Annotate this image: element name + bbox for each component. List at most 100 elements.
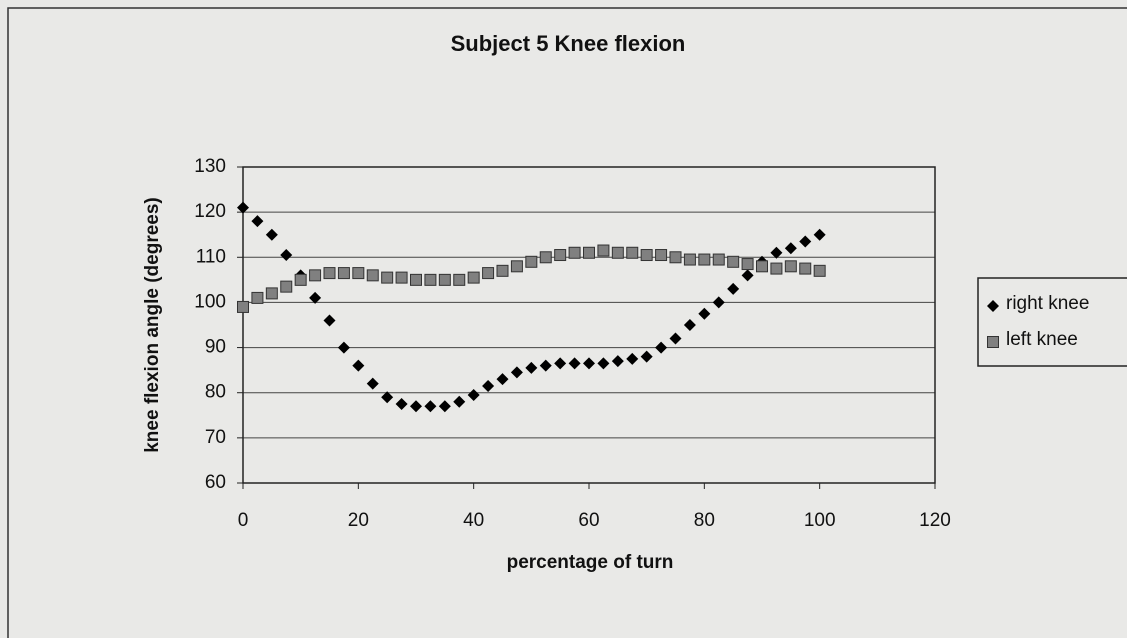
data-point <box>784 242 797 255</box>
y-tick-label: 100 <box>194 291 226 312</box>
data-point <box>237 300 249 313</box>
data-point <box>597 244 610 257</box>
data-point <box>251 291 264 304</box>
data-point <box>655 249 668 262</box>
data-point <box>756 260 768 273</box>
data-point <box>424 400 437 413</box>
data-point <box>510 260 523 273</box>
data-point <box>626 352 639 365</box>
data-point <box>453 273 466 286</box>
y-tick-label: 120 <box>194 201 226 222</box>
data-point <box>655 341 668 354</box>
x-tick-label: 20 <box>348 510 369 531</box>
y-tick-label: 60 <box>205 472 226 493</box>
data-point <box>482 379 495 392</box>
legend-label: left knee <box>1006 329 1078 350</box>
data-point <box>251 215 264 228</box>
data-point <box>482 267 495 280</box>
data-point <box>337 341 350 354</box>
legend-marker <box>987 336 999 348</box>
chart-border <box>7 7 1127 638</box>
data-point <box>366 377 379 390</box>
data-point <box>337 267 350 280</box>
data-point <box>669 332 682 345</box>
data-point <box>309 291 322 304</box>
data-point <box>568 357 581 370</box>
x-tick-label: 100 <box>804 510 836 531</box>
legend-marker <box>987 300 999 312</box>
data-point <box>554 357 567 370</box>
data-point <box>712 296 725 309</box>
data-point <box>813 228 826 241</box>
data-point <box>280 249 293 262</box>
data-point <box>698 253 711 266</box>
data-point <box>727 282 740 295</box>
x-tick-label: 60 <box>578 510 599 531</box>
data-point <box>539 251 552 264</box>
data-point <box>294 273 307 286</box>
data-point <box>583 357 595 370</box>
data-point <box>799 262 812 275</box>
data-point <box>309 269 322 282</box>
data-point <box>712 253 725 266</box>
data-point <box>510 366 523 379</box>
data-point <box>583 246 595 259</box>
data-point <box>741 269 754 282</box>
data-point <box>554 249 567 262</box>
chart-title: Subject 5 Knee flexion <box>451 31 686 56</box>
data-point <box>424 273 437 286</box>
data-point <box>395 398 408 410</box>
data-point <box>525 255 538 268</box>
y-tick-label: 110 <box>196 246 226 267</box>
y-tick-label: 130 <box>194 156 226 177</box>
data-point <box>683 319 696 331</box>
data-point <box>496 264 509 277</box>
data-point <box>525 361 538 374</box>
data-point <box>438 400 451 413</box>
y-tick-label: 90 <box>205 337 226 358</box>
x-axis-label: percentage of turn <box>507 552 674 573</box>
y-axis-label: knee flexion angle (degrees) <box>142 197 163 453</box>
data-point <box>265 287 278 300</box>
data-point <box>770 262 783 275</box>
data-point <box>410 400 422 413</box>
data-point <box>799 235 812 248</box>
data-point <box>698 307 711 320</box>
data-point <box>366 269 379 282</box>
data-point <box>669 251 682 264</box>
data-point <box>280 280 293 293</box>
data-point <box>395 271 408 284</box>
x-tick-label: 0 <box>238 510 249 531</box>
data-point <box>381 271 394 284</box>
data-point <box>381 391 394 404</box>
data-point <box>410 273 422 286</box>
data-point <box>438 273 451 286</box>
data-point <box>813 264 826 277</box>
data-point <box>352 359 365 372</box>
data-point <box>784 260 797 273</box>
x-tick-label: 40 <box>463 510 484 531</box>
data-point <box>727 255 740 268</box>
data-point <box>683 253 696 266</box>
legend-box <box>977 277 1127 367</box>
data-point <box>323 267 336 280</box>
data-point <box>496 373 509 386</box>
data-point <box>741 258 754 271</box>
data-point <box>597 357 610 370</box>
data-point <box>568 246 581 259</box>
data-point <box>352 267 365 280</box>
data-point <box>640 249 653 262</box>
data-point <box>640 350 653 363</box>
data-point <box>237 201 249 214</box>
data-point <box>626 246 639 259</box>
data-point <box>323 314 336 327</box>
data-point <box>611 355 624 368</box>
plot-area <box>242 166 936 484</box>
y-tick-label: 80 <box>205 382 226 403</box>
legend-label: right knee <box>1006 293 1089 314</box>
data-point <box>453 395 466 408</box>
x-tick-label: 120 <box>919 510 951 531</box>
data-point <box>770 246 783 259</box>
data-point <box>467 271 480 284</box>
